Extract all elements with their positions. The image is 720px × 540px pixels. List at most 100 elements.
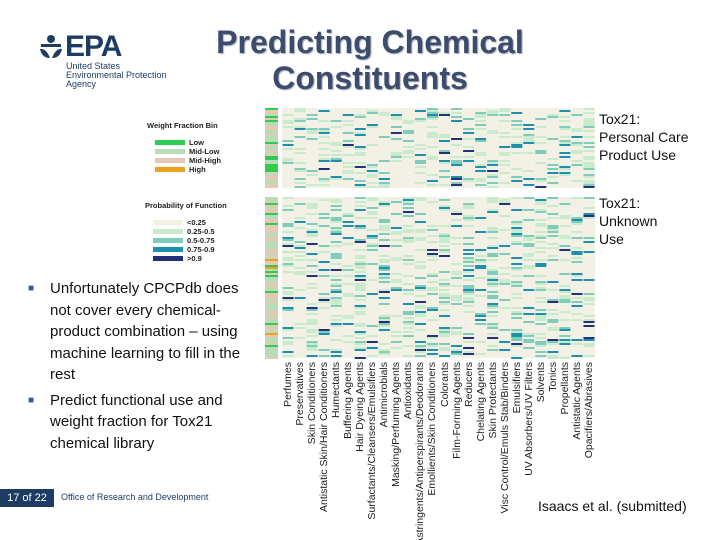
legend-swatch bbox=[155, 149, 185, 154]
heatmap-cell bbox=[402, 237, 414, 239]
heatmap-cell bbox=[451, 160, 463, 162]
heatmap-cell bbox=[487, 201, 499, 203]
heatmap-cell bbox=[511, 142, 523, 144]
heatmap-cell bbox=[294, 337, 306, 339]
heatmap-cell bbox=[390, 154, 402, 156]
heatmap-cell bbox=[306, 253, 318, 255]
heatmap-cell bbox=[282, 297, 294, 299]
heatmap-cell bbox=[535, 313, 547, 315]
heatmap-cell bbox=[402, 311, 414, 313]
heatmap-cell bbox=[414, 213, 426, 215]
heatmap-cell bbox=[523, 136, 535, 138]
heatmap-cell bbox=[583, 126, 595, 128]
heatmap-cell bbox=[511, 180, 523, 182]
legend-item: 0.75-0.9 bbox=[153, 245, 227, 254]
heatmap-cell bbox=[439, 233, 451, 235]
heatmap-cell bbox=[294, 108, 306, 110]
heatmap-cell bbox=[426, 353, 438, 355]
heatmap-cell bbox=[583, 303, 595, 305]
heatmap-cell bbox=[547, 281, 559, 283]
weight-cell bbox=[265, 323, 278, 325]
heatmap-cell bbox=[318, 213, 330, 215]
heatmap-cell bbox=[318, 293, 330, 295]
heatmap-cell bbox=[402, 303, 414, 305]
heatmap-cell bbox=[378, 277, 390, 279]
heatmap-cell bbox=[378, 205, 390, 207]
heatmap-cell bbox=[378, 227, 390, 229]
heatmap-cell bbox=[583, 241, 595, 243]
heatmap-cell bbox=[583, 120, 595, 122]
heatmap-cell bbox=[294, 241, 306, 243]
heatmap-cell bbox=[318, 160, 330, 162]
heatmap-cell bbox=[414, 307, 426, 309]
weight-cell bbox=[265, 136, 278, 138]
heatmap-cell bbox=[511, 345, 523, 347]
heatmap-cell bbox=[511, 357, 523, 359]
heatmap-cell bbox=[523, 333, 535, 335]
heatmap-cell bbox=[451, 178, 463, 180]
heatmap-cell bbox=[523, 237, 535, 239]
heatmap-cell bbox=[487, 162, 499, 164]
heatmap-cell bbox=[463, 269, 475, 271]
heatmap-cell bbox=[487, 231, 499, 233]
heatmap-cell bbox=[487, 279, 499, 281]
heatmap-cell bbox=[511, 313, 523, 315]
heatmap-cell bbox=[366, 112, 378, 114]
heatmap-cell bbox=[342, 146, 354, 148]
weight-cell bbox=[265, 231, 278, 233]
heatmap-cell bbox=[378, 291, 390, 293]
logo-line: Environmental Protection bbox=[66, 70, 167, 80]
heatmap-cell bbox=[439, 343, 451, 345]
heatmap-cell bbox=[499, 136, 511, 138]
heatmap-cell bbox=[426, 309, 438, 311]
heatmap-cell bbox=[390, 233, 402, 235]
heatmap-cell bbox=[523, 138, 535, 140]
heatmap-cell bbox=[559, 335, 571, 337]
heatmap-cell bbox=[511, 285, 523, 287]
heatmap-cell bbox=[547, 176, 559, 178]
heatmap-cell bbox=[378, 319, 390, 321]
heatmap-cell bbox=[439, 134, 451, 136]
heatmap-cell bbox=[426, 110, 438, 112]
weight-cell bbox=[265, 273, 278, 275]
heatmap-cell bbox=[439, 331, 451, 333]
heatmap-cell bbox=[451, 108, 463, 110]
heatmap-cell bbox=[354, 128, 366, 130]
heatmap-cell bbox=[330, 241, 342, 243]
heatmap-cell bbox=[583, 321, 595, 323]
column-label: UV Absorbers/UV Filters bbox=[522, 362, 535, 476]
heatmap-cell bbox=[354, 227, 366, 229]
heatmap-cell bbox=[294, 152, 306, 154]
panel-label-unknown-use: Tox21: Unknown Use bbox=[599, 194, 657, 248]
heatmap-cell bbox=[523, 184, 535, 186]
weight-cell bbox=[265, 213, 278, 215]
heatmap-cell bbox=[294, 255, 306, 257]
heatmap-cell bbox=[547, 343, 559, 345]
heatmap-cell bbox=[583, 164, 595, 166]
heatmap-cell bbox=[414, 313, 426, 315]
legend-swatch bbox=[153, 229, 183, 234]
heatmap-cell bbox=[535, 351, 547, 353]
panel-label-line: Use bbox=[599, 231, 624, 247]
heatmap-cell bbox=[318, 245, 330, 247]
heatmap-cell bbox=[583, 184, 595, 186]
heatmap-cell bbox=[366, 211, 378, 213]
heatmap-cell bbox=[439, 241, 451, 243]
citation: Isaacs et al. (submitted) bbox=[538, 498, 687, 514]
heatmap-cell bbox=[535, 241, 547, 243]
heatmap-cell bbox=[559, 327, 571, 329]
heatmap-cell bbox=[487, 277, 499, 279]
heatmap-cell bbox=[547, 309, 559, 311]
heatmap-cell bbox=[354, 347, 366, 349]
heatmap-cell bbox=[378, 225, 390, 227]
heatmap-cell bbox=[282, 223, 294, 225]
weight-cell bbox=[265, 132, 278, 134]
heatmap-cell bbox=[535, 287, 547, 289]
heatmap-cell bbox=[426, 180, 438, 182]
heatmap-cell bbox=[282, 343, 294, 345]
heatmap-cell bbox=[318, 132, 330, 134]
heatmap-cell bbox=[390, 138, 402, 140]
heatmap-cell bbox=[354, 305, 366, 307]
heatmap-cell bbox=[426, 241, 438, 243]
heatmap-cell bbox=[390, 245, 402, 247]
